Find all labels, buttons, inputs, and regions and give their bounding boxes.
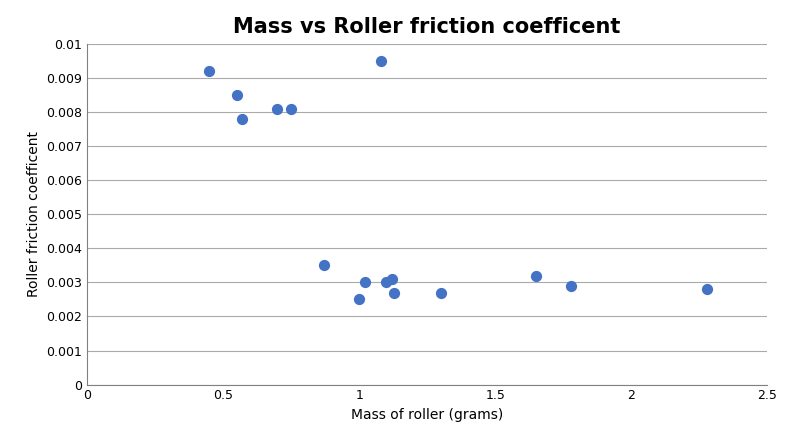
- Point: [358, 279, 371, 286]
- Point: [203, 68, 216, 75]
- Point: [530, 272, 543, 279]
- Point: [317, 262, 330, 269]
- Title: Mass vs Roller friction coefficent: Mass vs Roller friction coefficent: [233, 17, 621, 37]
- Point: [565, 282, 577, 290]
- X-axis label: Mass of roller (grams): Mass of roller (grams): [351, 408, 503, 422]
- Point: [236, 115, 248, 122]
- Point: [285, 105, 297, 112]
- Y-axis label: Roller friction coefficent: Roller friction coefficent: [27, 131, 40, 297]
- Point: [353, 296, 365, 303]
- Point: [230, 91, 243, 99]
- Point: [385, 275, 398, 282]
- Point: [434, 289, 447, 296]
- Point: [375, 58, 388, 65]
- Point: [271, 105, 284, 112]
- Point: [380, 279, 392, 286]
- Point: [701, 286, 713, 293]
- Point: [388, 289, 401, 296]
